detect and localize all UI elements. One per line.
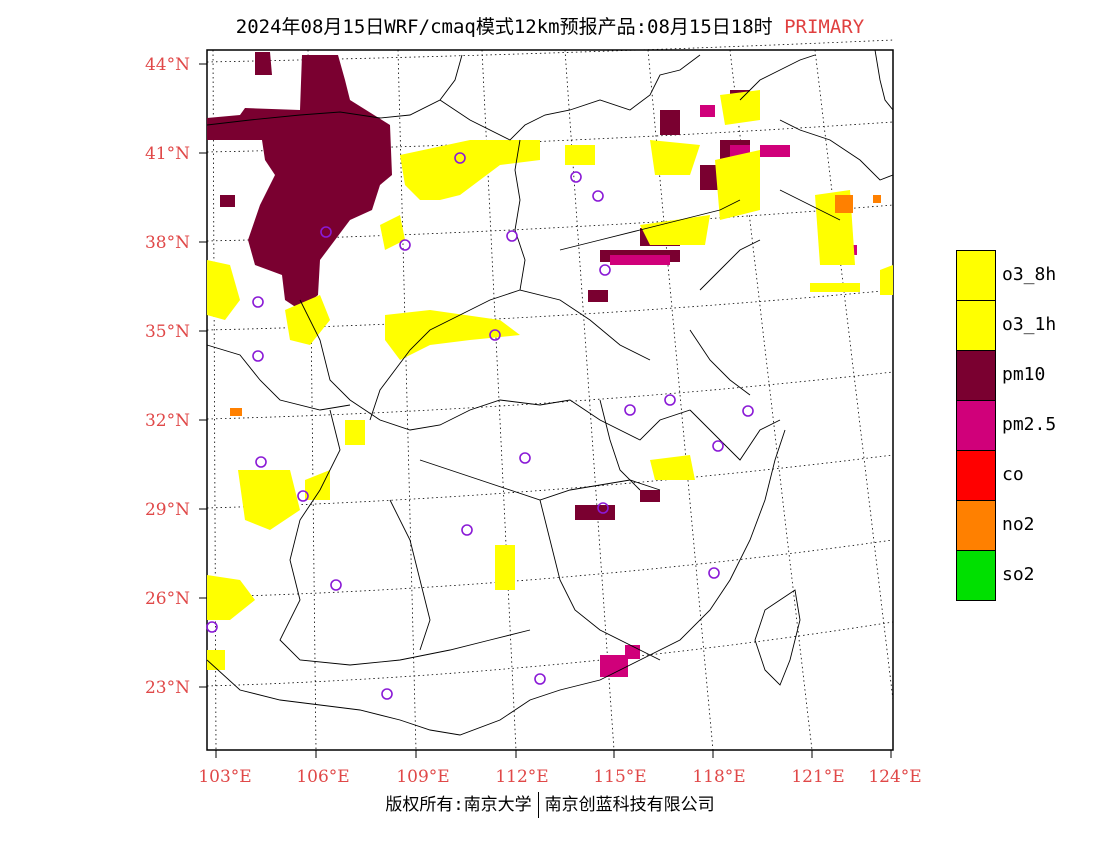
lat-label: 38°N <box>145 233 190 253</box>
lat-label: 41°N <box>145 144 190 164</box>
station-markers <box>206 152 754 700</box>
legend-item-pm25: pm2.5 <box>956 400 1086 451</box>
legend-label: co <box>1002 464 1024 485</box>
copyright-footer: 版权所有:南京大学 南京创蓝科技有限公司 <box>0 790 1100 818</box>
lon-label: 121°E <box>791 767 844 787</box>
legend-label: o3_1h <box>1002 314 1057 335</box>
copyright-right: 南京创蓝科技有限公司 <box>544 795 715 815</box>
copyright-left: 版权所有:南京大学 <box>385 795 532 815</box>
legend-swatch <box>956 250 996 301</box>
legend-swatch <box>956 400 996 451</box>
legend-swatch <box>956 550 996 601</box>
title-main: 2024年08月15日WRF/cmaq模式12km预报产品:08月15日18时 <box>235 16 773 38</box>
legend-item-so2: so2 <box>956 550 1086 601</box>
pollutant-legend: o3_8h o3_1h pm10 pm2.5 co no2 so2 <box>956 250 1086 601</box>
legend-item-pm10: pm10 <box>956 350 1086 401</box>
lat-label: 32°N <box>145 411 190 431</box>
o3-field <box>207 90 893 670</box>
lon-label: 115°E <box>593 767 646 787</box>
legend-item-no2: no2 <box>956 500 1086 551</box>
lon-label: 106°E <box>296 767 349 787</box>
legend-item-o3-1h: o3_1h <box>956 300 1086 351</box>
footer-separator <box>537 792 539 818</box>
legend-swatch <box>956 300 996 351</box>
legend-label: pm10 <box>1002 364 1046 385</box>
no2-field <box>230 195 881 416</box>
province-boundaries <box>206 49 894 736</box>
map-title: 2024年08月15日WRF/cmaq模式12km预报产品:08月15日18时 … <box>0 12 1100 39</box>
lon-label: 112°E <box>495 767 548 787</box>
lat-label: 23°N <box>145 678 190 698</box>
lon-label: 109°E <box>396 767 449 787</box>
title-primary-tag: PRIMARY <box>784 16 865 38</box>
lon-label: 118°E <box>692 767 745 787</box>
lat-label: 35°N <box>145 322 190 342</box>
legend-item-o3-8h: o3_8h <box>956 250 1086 301</box>
lat-label: 44°N <box>145 55 190 75</box>
legend-label: o3_8h <box>1002 264 1057 285</box>
legend-swatch <box>956 500 996 551</box>
axis-ticks <box>199 63 892 758</box>
legend-swatch <box>956 450 996 501</box>
lon-label: 124°E <box>868 767 921 787</box>
legend-label: so2 <box>1002 564 1035 585</box>
legend-label: pm2.5 <box>1002 414 1057 435</box>
lon-label: 103°E <box>198 767 251 787</box>
legend-label: no2 <box>1002 514 1035 535</box>
legend-item-co: co <box>956 450 1086 501</box>
legend-swatch <box>956 350 996 401</box>
latitude-labels: 44°N 41°N 38°N 35°N 32°N 29°N 26°N 23°N <box>145 55 190 698</box>
longitude-labels: 103°E 106°E 109°E 112°E 115°E 118°E 121°… <box>198 767 921 787</box>
lat-label: 29°N <box>145 500 190 520</box>
lat-label: 26°N <box>145 589 190 609</box>
